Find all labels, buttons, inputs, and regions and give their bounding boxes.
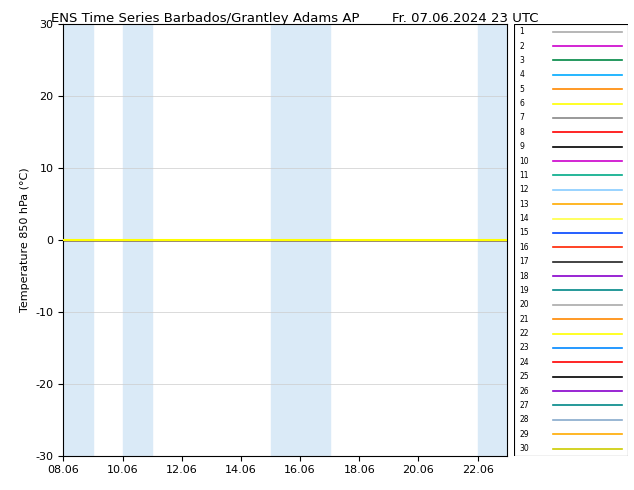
Bar <box>477 24 507 456</box>
Text: 14: 14 <box>519 214 529 223</box>
Text: 25: 25 <box>519 372 529 381</box>
Text: 10: 10 <box>519 156 529 166</box>
Text: 15: 15 <box>519 228 529 238</box>
Y-axis label: Temperature 850 hPa (°C): Temperature 850 hPa (°C) <box>20 168 30 313</box>
Text: 13: 13 <box>519 199 529 209</box>
Bar <box>63 24 93 456</box>
Text: 11: 11 <box>519 171 529 180</box>
Text: 22: 22 <box>519 329 529 338</box>
Text: 20: 20 <box>519 300 529 309</box>
Text: 21: 21 <box>519 315 529 324</box>
FancyBboxPatch shape <box>514 24 628 456</box>
Text: 19: 19 <box>519 286 529 295</box>
Text: 29: 29 <box>519 430 529 439</box>
Text: 27: 27 <box>519 401 529 410</box>
Text: 24: 24 <box>519 358 529 367</box>
Text: Fr. 07.06.2024 23 UTC: Fr. 07.06.2024 23 UTC <box>392 12 539 25</box>
Text: 6: 6 <box>519 99 524 108</box>
Text: 7: 7 <box>519 113 524 122</box>
Text: 18: 18 <box>519 271 529 281</box>
Text: 3: 3 <box>519 56 524 65</box>
Text: 30: 30 <box>519 444 529 453</box>
Text: 1: 1 <box>519 27 524 36</box>
Text: 26: 26 <box>519 387 529 395</box>
Text: 4: 4 <box>519 70 524 79</box>
Text: 2: 2 <box>519 42 524 50</box>
Bar <box>122 24 152 456</box>
Text: 12: 12 <box>519 185 529 195</box>
Bar <box>271 24 300 456</box>
Text: 23: 23 <box>519 343 529 352</box>
Bar <box>300 24 330 456</box>
Text: 16: 16 <box>519 243 529 252</box>
Text: 8: 8 <box>519 128 524 137</box>
Text: 5: 5 <box>519 85 524 94</box>
Text: 28: 28 <box>519 415 529 424</box>
Text: 17: 17 <box>519 257 529 266</box>
Text: 9: 9 <box>519 142 524 151</box>
Text: ENS Time Series Barbados/Grantley Adams AP: ENS Time Series Barbados/Grantley Adams … <box>51 12 359 25</box>
